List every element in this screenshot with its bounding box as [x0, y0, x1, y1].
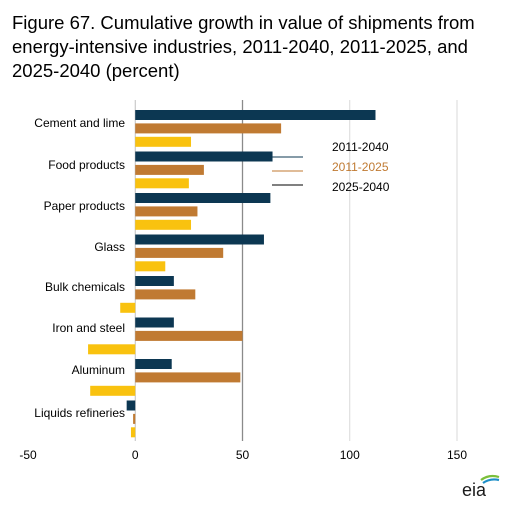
eia-logo-text: eia: [462, 480, 487, 500]
category-label: Paper products: [44, 199, 125, 213]
category-label: Glass: [94, 240, 125, 254]
bar-2-1: [135, 206, 198, 217]
bar-4-1: [135, 289, 196, 300]
bar-2-2: [135, 219, 192, 230]
bar-0-2: [135, 136, 192, 147]
eia-logo-icon: [459, 474, 503, 504]
x-tick-label: 100: [340, 448, 360, 462]
legend-entry: 2011-2040: [332, 140, 389, 154]
bar-7-2: [130, 427, 136, 438]
bar-5-1: [135, 330, 243, 341]
bar-6-0: [135, 359, 172, 369]
bar-3-0: [135, 234, 264, 245]
bar-1-0: [135, 151, 273, 162]
bar-5-0: [135, 317, 174, 328]
bar-3-2: [135, 261, 166, 272]
bar-0-0: [135, 110, 376, 120]
x-tick-label: 0: [132, 448, 139, 462]
category-label: Bulk chemicals: [45, 280, 125, 294]
legend-entry: 2011-2025: [332, 160, 389, 174]
gridlines: [134, 100, 458, 441]
bar-2-0: [135, 193, 271, 203]
bar-7-1: [133, 413, 136, 424]
x-tick-label: 150: [447, 448, 467, 462]
bar-4-2: [120, 302, 136, 313]
bars: [88, 110, 376, 438]
category-label: Cement and lime: [34, 116, 125, 130]
chart-title: Figure 67. Cumulative growth in value of…: [12, 12, 475, 81]
bar-1-2: [135, 178, 189, 189]
category-label: Iron and steel: [52, 321, 125, 335]
bar-6-2: [90, 385, 136, 396]
x-tick-label: -50: [19, 448, 37, 462]
bar-6-1: [135, 372, 241, 383]
bar-1-1: [135, 164, 204, 175]
bar-5-2: [88, 344, 136, 355]
category-labels: Cement and lime Food products Paper produc…: [34, 116, 125, 420]
x-tick-labels: -50 0 50 100 150: [19, 448, 467, 462]
category-label: Aluminum: [72, 363, 125, 377]
bar-0-1: [135, 123, 282, 134]
legend-entry: 2025-2040: [332, 180, 390, 194]
category-label: Food products: [48, 158, 125, 172]
legend: 2011-2040 2011-2025 2025-2040: [272, 140, 390, 194]
bar-7-0: [126, 400, 136, 411]
bar-4-0: [135, 276, 174, 286]
category-label: Liquids refineries: [34, 406, 125, 420]
bar-3-1: [135, 247, 224, 258]
x-tick-label: 50: [236, 448, 250, 462]
